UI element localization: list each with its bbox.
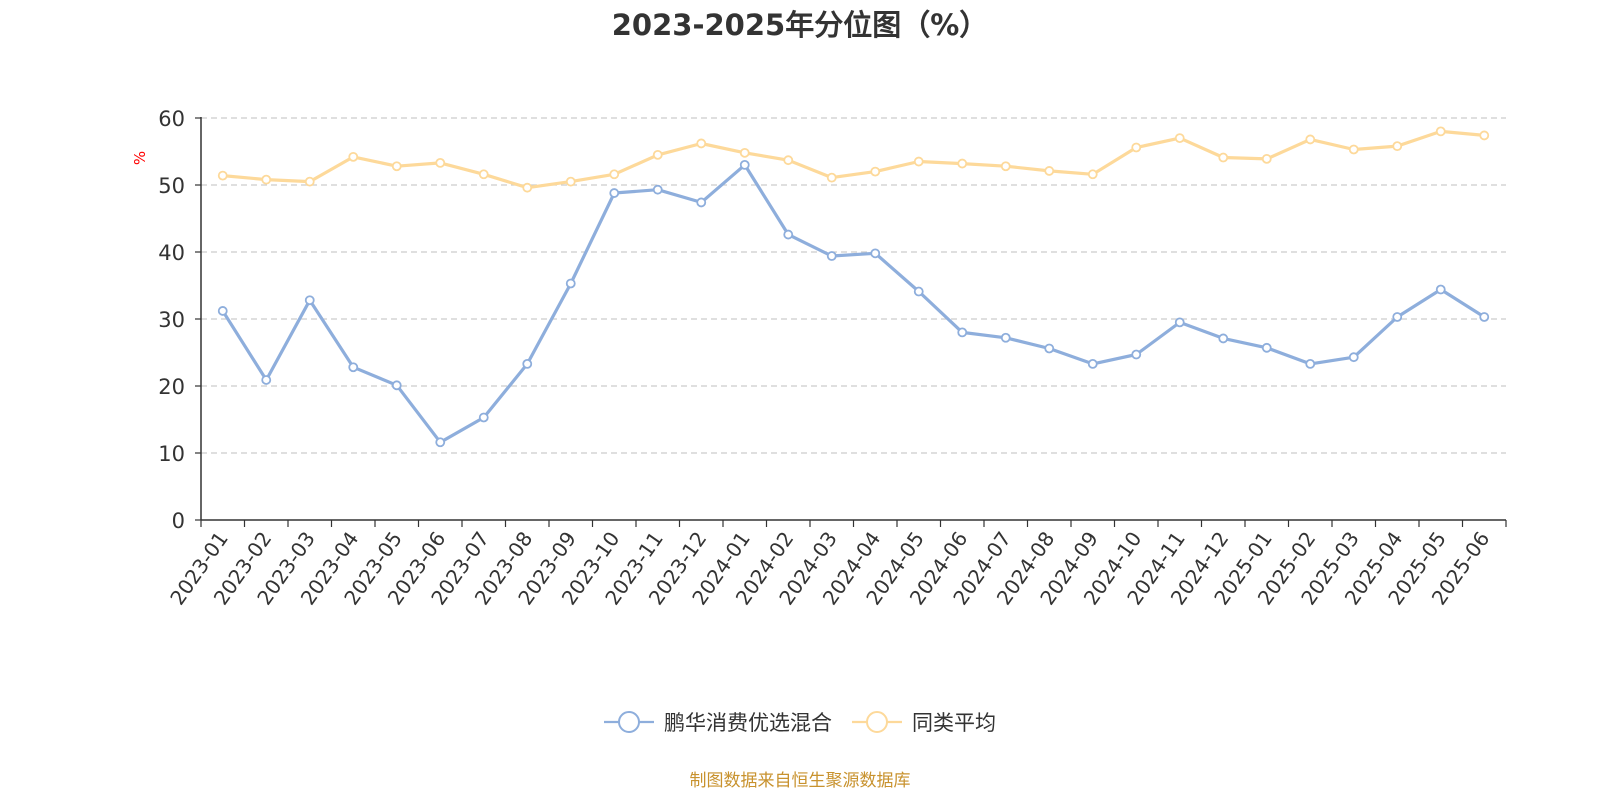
data-point (1348, 144, 1359, 155)
data-point (478, 169, 489, 180)
data-point (826, 251, 837, 261)
data-point (1479, 130, 1490, 141)
data-point (217, 170, 228, 181)
series-line (221, 129, 1486, 190)
data-point (1305, 358, 1316, 369)
data-point (1044, 343, 1055, 354)
data-point (652, 184, 663, 195)
legend-label: 同类平均 (912, 711, 996, 735)
y-tick-label: 30 (158, 308, 185, 332)
data-point (913, 286, 924, 297)
data-point (261, 174, 272, 185)
data-point (1000, 332, 1011, 343)
data-point (1435, 284, 1446, 295)
data-point (913, 156, 924, 167)
data-point (348, 151, 359, 162)
data-point (1000, 161, 1011, 172)
data-point (1435, 126, 1446, 137)
series-lines (217, 126, 1490, 448)
data-point (304, 295, 315, 306)
y-tick-label: 50 (158, 174, 185, 198)
data-point (739, 159, 750, 170)
data-point (826, 172, 837, 183)
data-point (696, 197, 707, 208)
data-point (565, 278, 576, 289)
data-point (217, 306, 228, 316)
data-point (522, 182, 533, 193)
data-point (870, 248, 881, 259)
axes: 0102030405060%2023-012023-022023-032023-… (131, 107, 1507, 609)
data-point (1305, 134, 1316, 145)
y-tick-label: 0 (172, 509, 185, 533)
data-point (261, 375, 272, 385)
data-point (1131, 142, 1142, 153)
data-point (1261, 153, 1272, 164)
data-point (1392, 312, 1403, 322)
data-point (957, 158, 968, 169)
data-point (1087, 358, 1098, 369)
data-point (391, 380, 402, 391)
data-point (1261, 342, 1272, 353)
y-tick-label: 40 (158, 241, 185, 265)
grid-lines (201, 117, 1506, 454)
data-point (652, 149, 663, 160)
data-point (870, 166, 881, 177)
y-tick-label: 20 (158, 375, 185, 399)
data-point (1348, 352, 1359, 363)
data-point (696, 138, 707, 149)
data-point (1131, 349, 1142, 360)
data-point (435, 157, 446, 168)
data-point (348, 362, 359, 373)
data-point (304, 176, 315, 187)
data-point (478, 412, 489, 423)
data-point (435, 437, 446, 448)
data-source-note: 制图数据来自恒生聚源数据库 (689, 771, 911, 791)
data-point (609, 188, 620, 198)
data-point (1479, 312, 1490, 322)
data-point (1218, 333, 1229, 344)
y-tick-label: 10 (158, 442, 185, 466)
data-point (1087, 169, 1098, 180)
data-point (391, 161, 402, 172)
data-point (957, 327, 968, 338)
legend[interactable]: 鹏华消费优选混合 同类平均 (604, 711, 996, 735)
data-point (609, 169, 620, 180)
data-point (1174, 317, 1185, 328)
legend-marker-icon (866, 711, 888, 733)
y-axis-label: % (131, 151, 149, 165)
y-tick-label: 60 (158, 107, 185, 131)
legend-item[interactable]: 鹏华消费优选混合 (604, 711, 832, 735)
chart-title: 2023-2025年分位图（%） (611, 8, 989, 42)
legend-label: 鹏华消费优选混合 (664, 711, 832, 735)
data-point (739, 147, 750, 158)
data-point (783, 155, 794, 166)
data-point (522, 358, 533, 369)
data-point (565, 176, 576, 187)
series-line (221, 163, 1486, 444)
legend-marker-icon (618, 711, 640, 733)
data-point (783, 229, 794, 240)
legend-item[interactable]: 同类平均 (852, 711, 996, 735)
data-point (1392, 141, 1403, 152)
data-point (1218, 152, 1229, 163)
data-point (1174, 133, 1185, 144)
data-point (1044, 166, 1055, 176)
